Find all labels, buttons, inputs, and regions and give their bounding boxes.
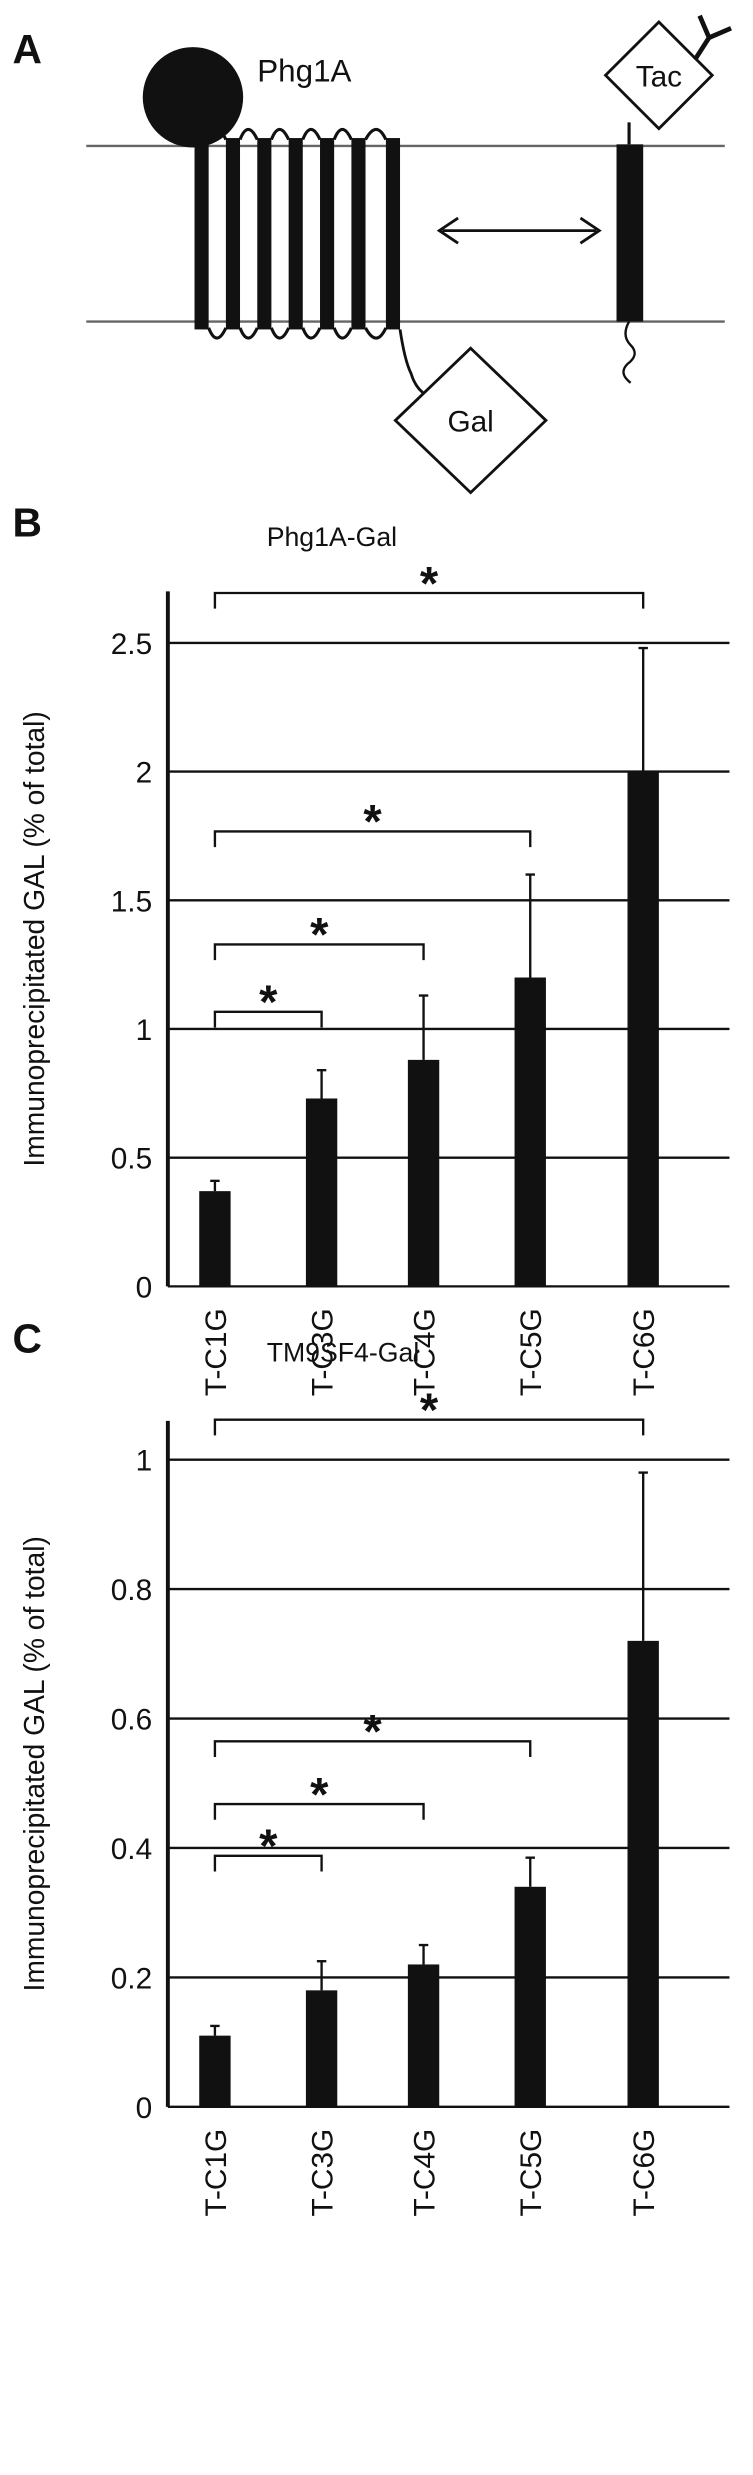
y-tick-label: 0 [136, 1271, 153, 1304]
y-tick-label: 2 [136, 757, 153, 790]
lumenal-domain [142, 47, 244, 148]
significance-bracket [213, 1010, 323, 1028]
bar [199, 2035, 231, 2107]
significance-bracket [213, 1802, 425, 1820]
y-axis-label: Immunoprecipitated GAL (% of total) [18, 1536, 50, 1991]
significance-bracket [213, 1740, 532, 1758]
y-tick-label: 1 [136, 1014, 153, 1047]
x-tick-label: T-C5G [515, 2129, 548, 2217]
panel-label: A [13, 26, 42, 72]
y-tick-label: 1 [136, 1445, 153, 1478]
gal-diamond [393, 346, 548, 495]
y-axis-label: Immunoprecipitated GAL (% of total) [18, 711, 50, 1166]
bar [627, 771, 659, 1287]
bar [627, 1640, 659, 2107]
arrow-heads [436, 216, 602, 245]
bar [199, 1191, 231, 1287]
tm-helices [194, 138, 401, 330]
y-tick-label: 0.5 [111, 1143, 152, 1176]
x-tick-label: T-C6G [628, 2129, 661, 2217]
panel-label: B [13, 500, 42, 546]
bar [407, 1059, 440, 1287]
y-tick-label: 2.5 [111, 628, 152, 661]
significance-star: * [310, 908, 329, 961]
antibody [692, 14, 732, 61]
significance-bracket [213, 1854, 323, 1872]
y-tick-label: 0.4 [111, 1833, 152, 1866]
x-tick-label: T-C4G [409, 2129, 442, 2217]
helix-loops [207, 127, 388, 340]
bar [305, 1098, 338, 1287]
bar [514, 977, 546, 1287]
x-tick-label: T-C3G [307, 1308, 340, 1396]
significance-star: * [363, 795, 382, 848]
significance-star: * [310, 1767, 329, 1820]
significance-star: * [259, 975, 278, 1028]
tac-tm-domain [616, 144, 644, 322]
significance-bracket [213, 830, 532, 848]
x-tick-label: T-C5G [515, 1308, 548, 1396]
c-terminal-tail [398, 329, 428, 397]
tac-tail [622, 321, 636, 384]
significance-star: * [420, 556, 439, 609]
x-tick-label: T-C6G [628, 1308, 661, 1396]
y-tick-label: 1.5 [111, 885, 152, 918]
panel-a-diagram: A Phg1A Gal Tac [13, 14, 732, 495]
chart-title: TM9SF4-Gal [267, 1338, 420, 1368]
significance-star: * [363, 1705, 382, 1758]
y-tick-label: 0.2 [111, 1962, 152, 1995]
chart-title: Phg1A-Gal [267, 522, 397, 552]
protein-label: Phg1A [257, 54, 351, 89]
significance-star: * [259, 1819, 278, 1872]
significance-star: * [420, 1383, 439, 1436]
x-tick-label: T-C3G [307, 2129, 340, 2217]
significance-bracket [213, 943, 425, 961]
significance-bracket [213, 1418, 645, 1436]
x-tick-label: T-C4G [409, 1308, 442, 1396]
tag-label: Tac [636, 60, 682, 93]
y-tick-label: 0 [136, 2092, 153, 2125]
y-tick-label: 0.6 [111, 1704, 152, 1737]
reporter-label: Gal [447, 405, 493, 438]
x-tick-label: T-C1G [200, 1308, 233, 1396]
significance-bracket [213, 591, 645, 609]
x-tick-label: T-C1G [200, 2129, 233, 2217]
panel-label: C [13, 1315, 42, 1361]
bar [407, 1964, 440, 2107]
bar [514, 1886, 546, 2107]
bar [305, 1990, 338, 2107]
y-tick-label: 0.8 [111, 1574, 152, 1607]
